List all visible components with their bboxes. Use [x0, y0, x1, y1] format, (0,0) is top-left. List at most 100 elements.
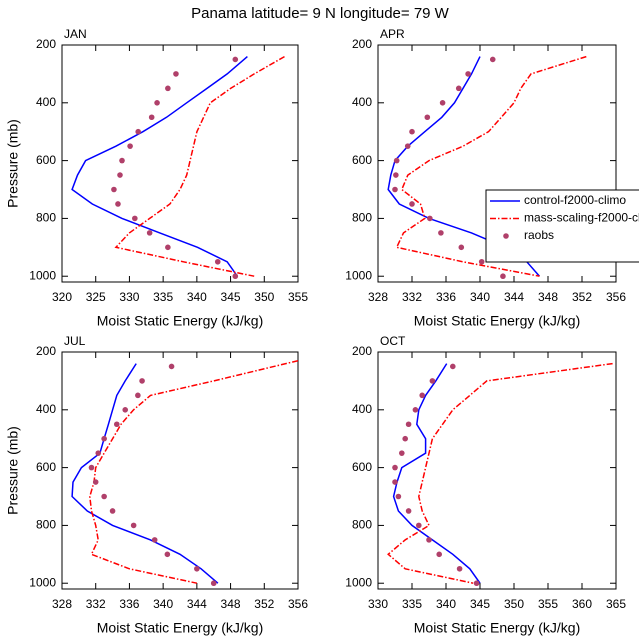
x-tick-label: 335	[153, 290, 173, 304]
y-tick-label: 800	[36, 518, 56, 532]
x-tick-label: 352	[572, 290, 592, 304]
y-tick-label: 1000	[29, 575, 56, 589]
raob-point	[95, 450, 102, 456]
raob-point	[127, 143, 133, 149]
plot-area	[387, 55, 587, 280]
raob-point	[173, 71, 179, 77]
raob-point	[416, 522, 422, 529]
x-tick-label: 350	[254, 290, 274, 304]
legend-label: mass-scaling-f2000-climo	[524, 211, 639, 225]
raob-point	[151, 537, 158, 543]
x-axis-label: Moist Static Energy (kJ/kg)	[97, 620, 264, 636]
raob-point	[395, 493, 402, 500]
raob-point	[465, 71, 471, 77]
x-tick-label: 356	[606, 290, 626, 304]
x-tick-label: 336	[436, 290, 456, 304]
x-tick-label: 344	[504, 290, 524, 304]
plot-area	[71, 359, 298, 587]
raob-point	[232, 56, 239, 63]
plot-frame	[377, 44, 617, 283]
panel-title: APR	[380, 27, 405, 41]
panel-title: OCT	[380, 334, 406, 348]
profile-line	[89, 359, 298, 584]
raob-point	[402, 435, 409, 442]
y-tick-label: 400	[36, 402, 56, 416]
raob-point	[455, 85, 462, 92]
raob-point	[135, 392, 141, 399]
raob-point	[429, 378, 436, 384]
y-tick-label: 200	[352, 37, 372, 51]
raob-point	[168, 363, 175, 370]
x-tick-label: 365	[606, 597, 626, 611]
y-tick-label: 1000	[29, 268, 56, 282]
legend-label: control-f2000-climo	[524, 193, 626, 207]
raob-point	[439, 100, 446, 106]
raob-point	[500, 273, 506, 280]
raob-point	[392, 186, 398, 193]
profile-line	[387, 362, 613, 584]
raob-point	[424, 114, 431, 121]
raob-point	[92, 479, 99, 485]
raob-point	[456, 565, 463, 572]
raob-point	[130, 522, 137, 529]
raob-point	[404, 143, 411, 149]
legend: control-f2000-climo mass-scaling-f2000-cl…	[485, 189, 639, 263]
x-tick-label: 340	[187, 290, 207, 304]
x-tick-label: 344	[187, 597, 207, 611]
x-tick-label: 332	[86, 597, 106, 611]
raob-point	[473, 580, 480, 587]
panel-title: JUL	[64, 334, 86, 348]
raob-point	[405, 508, 412, 514]
x-tick-label: 355	[538, 597, 558, 611]
raob-point	[122, 407, 129, 413]
raob-point	[478, 258, 485, 265]
x-tick-label: 340	[470, 290, 490, 304]
x-tick-label: 345	[470, 597, 490, 611]
raob-point	[399, 450, 405, 456]
y-tick-label: 600	[36, 153, 56, 167]
raob-point	[148, 114, 155, 121]
x-tick-label: 360	[572, 597, 592, 611]
profile-line	[392, 363, 481, 584]
y-tick-label: 600	[36, 460, 56, 474]
raob-point	[194, 565, 200, 572]
x-tick-label: 330	[368, 597, 388, 611]
raob-point	[154, 100, 160, 106]
raob-point	[427, 215, 433, 222]
x-tick-label: 340	[153, 597, 173, 611]
raob-point	[135, 128, 141, 135]
raob-point	[232, 273, 239, 280]
x-tick-label: 330	[119, 290, 139, 304]
legend-label: raobs	[524, 228, 554, 242]
y-tick-label: 800	[352, 211, 372, 225]
raob-point	[392, 464, 398, 471]
plot-area	[71, 55, 285, 280]
x-axis-label: Moist Static Energy (kJ/kg)	[414, 620, 581, 636]
x-tick-label: 340	[436, 597, 456, 611]
profile-line	[71, 56, 248, 277]
x-tick-label: 320	[52, 290, 72, 304]
figure-title: Panama latitude= 9 N longitude= 79 W	[191, 5, 450, 22]
raob-point	[419, 392, 426, 399]
y-tick-label: 200	[352, 344, 372, 358]
raob-point	[210, 580, 217, 587]
x-tick-label: 336	[119, 597, 139, 611]
x-tick-label: 356	[288, 597, 308, 611]
x-tick-label: 348	[221, 597, 241, 611]
plot-frame	[61, 351, 299, 590]
x-tick-label: 352	[254, 597, 274, 611]
panel: APR 328 332 336 340 344 348 352 356 200 400 600 800 1…	[345, 27, 639, 329]
raob-point	[450, 363, 456, 370]
x-axis-label: Moist Static Energy (kJ/kg)	[414, 313, 581, 329]
plot-frame	[61, 44, 299, 283]
y-tick-label: 200	[36, 37, 56, 51]
raob-point	[436, 551, 443, 558]
raob-point	[139, 378, 145, 384]
x-axis-label: Moist Static Energy (kJ/kg)	[97, 313, 264, 329]
y-tick-label: 800	[352, 518, 372, 532]
y-tick-label: 400	[352, 402, 372, 416]
raob-point	[165, 85, 171, 92]
raob-point	[393, 157, 400, 164]
